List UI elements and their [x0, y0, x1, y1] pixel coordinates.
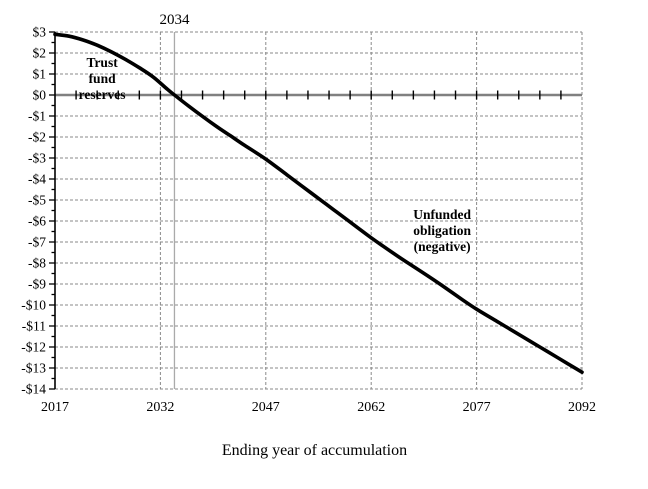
trust-fund-reserves-label-line: reserves — [79, 87, 126, 102]
y-tick-label: -$4 — [28, 172, 46, 187]
y-tick-label: -$10 — [21, 298, 46, 313]
depletion-year-label: 2034 — [159, 12, 190, 28]
unfunded-obligation-label-line: (negative) — [414, 239, 471, 254]
unfunded-obligation-label-line: obligation — [413, 223, 471, 238]
y-tick-label: -$13 — [21, 361, 46, 376]
x-tick-label: 2032 — [146, 400, 174, 415]
y-tick-label: -$3 — [28, 151, 46, 166]
y-tick-label: -$12 — [21, 340, 46, 355]
y-tick-label: -$11 — [22, 319, 46, 334]
y-tick-label: $2 — [33, 46, 47, 61]
grid-horizontal — [55, 31, 582, 390]
y-tick-label: $0 — [33, 88, 47, 103]
grid-vertical — [159, 32, 583, 389]
y-tick-label: -$8 — [28, 256, 46, 271]
y-axis: $3 $2 $1 $0 -$1 -$2 -$3 -$4 -$5 -$6 -$7 -$8 -$9 -$10 -… — [21, 25, 56, 397]
x-tick-label: 2092 — [568, 400, 596, 415]
y-tick-label: -$6 — [28, 214, 46, 229]
x-axis: 2017 2032 2047 2062 2077 2092 — [41, 400, 596, 415]
y-tick-label: -$7 — [28, 235, 46, 250]
series-line — [53, 32, 584, 374]
y-tick-label: -$14 — [21, 382, 46, 397]
y-tick-label: -$2 — [28, 130, 46, 145]
y-tick-label: $1 — [33, 67, 47, 82]
y-tick-label: $3 — [33, 25, 47, 40]
y-tick-label: -$1 — [28, 109, 46, 124]
trust-fund-reserves-label-line: Trust — [86, 55, 118, 70]
x-tick-label: 2062 — [357, 400, 385, 415]
x-tick-label: 2047 — [252, 400, 280, 415]
zero-axis — [55, 90, 582, 100]
y-tick-label: -$5 — [28, 193, 46, 208]
trust-fund-reserves-label-line: fund — [89, 71, 117, 86]
y-tick-label: -$9 — [28, 277, 46, 292]
x-axis-title: Ending year of accumulation — [222, 442, 407, 459]
trust-fund-reserves-label: Trust fund reserves — [79, 55, 126, 102]
x-tick-label: 2077 — [463, 400, 491, 415]
unfunded-obligation-label: Unfunded obligation (negative) — [413, 207, 471, 254]
unfunded-obligation-label-line: Unfunded — [413, 207, 471, 222]
x-tick-label: 2017 — [41, 400, 69, 415]
